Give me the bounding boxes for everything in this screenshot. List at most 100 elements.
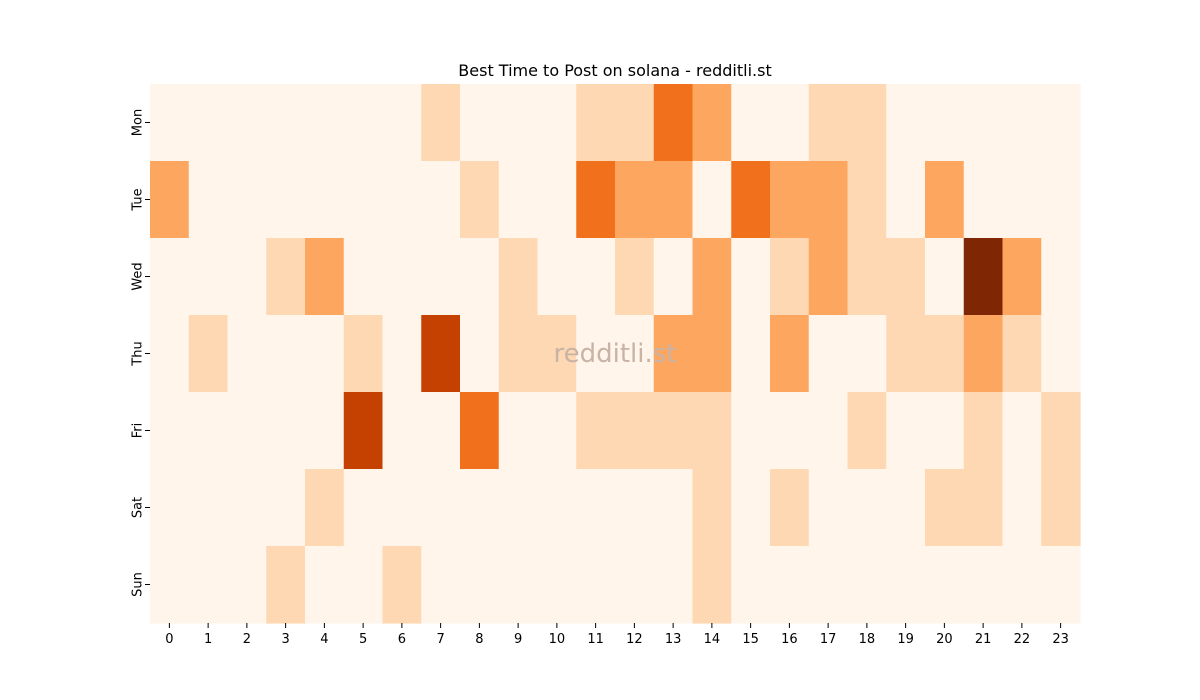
- x-tick-label: 3: [281, 632, 289, 647]
- heatmap-cell: [305, 546, 345, 624]
- heatmap-cell: [1002, 392, 1042, 470]
- x-tick-label: 18: [859, 632, 876, 647]
- x-tick-label: 4: [320, 632, 328, 647]
- heatmap-cell: [343, 161, 384, 239]
- heatmap-cell: [188, 469, 229, 547]
- heatmap-cell: [266, 84, 306, 162]
- heatmap-cell: [731, 161, 771, 239]
- heatmap-cell: [382, 84, 422, 162]
- heatmap-cell: [305, 84, 345, 162]
- heatmap-cell: [925, 161, 965, 239]
- heatmap-cell: [188, 546, 229, 624]
- x-tick-label: 17: [820, 632, 837, 647]
- x-tick-label: 1: [204, 632, 212, 647]
- heatmap-cell: [653, 238, 694, 316]
- heatmap-cell: [227, 315, 267, 393]
- x-axis: 0 1 2 3 4 5 6 7 8 9 10 11 12 13 14 15 16 17 18 19 20 21 22 23: [165, 623, 1069, 647]
- heatmap-cell: [382, 469, 422, 547]
- heatmap-cell: [886, 84, 926, 162]
- heatmap-cell: [963, 392, 1004, 470]
- heatmap-cell: [460, 546, 500, 624]
- heatmap-cell: [1041, 161, 1081, 239]
- heatmap-cell: [576, 469, 616, 547]
- heatmap-cell: [1041, 392, 1081, 470]
- x-tick-label: 11: [587, 632, 604, 647]
- heatmap-cell: [731, 392, 771, 470]
- heatmap-cell: [808, 238, 849, 316]
- heatmap-cell: [266, 392, 306, 470]
- heatmap-cell: [925, 238, 965, 316]
- heatmap-cell: [498, 546, 539, 624]
- x-tick-label: 20: [936, 632, 953, 647]
- y-tick-label: Tue: [131, 188, 146, 211]
- heatmap-cell: [150, 392, 190, 470]
- heatmap-cell: [1041, 546, 1081, 624]
- heatmap-cell: [615, 546, 655, 624]
- heatmap-cell: [343, 84, 384, 162]
- heatmap-cell: [343, 546, 384, 624]
- heatmap-cell: [847, 469, 887, 547]
- heatmap-cell: [925, 84, 965, 162]
- heatmap-cell: [886, 392, 926, 470]
- x-tick-label: 13: [665, 632, 682, 647]
- heatmap-cell: [615, 469, 655, 547]
- x-tick-label: 7: [436, 632, 444, 647]
- heatmap-cell: [576, 84, 616, 162]
- heatmap-cell: [421, 84, 461, 162]
- heatmap-cell: [847, 84, 887, 162]
- y-tick-label: Fri: [131, 423, 146, 439]
- y-tick-label: Wed: [131, 262, 146, 290]
- heatmap-cell: [770, 315, 810, 393]
- heatmap-cell: [1041, 84, 1081, 162]
- heatmap-cell: [886, 546, 926, 624]
- heatmap-cell: [847, 392, 887, 470]
- heatmap-cell: [498, 238, 539, 316]
- heatmap-cell: [227, 84, 267, 162]
- heatmap-cell: [537, 161, 577, 239]
- heatmap-cell: [305, 315, 345, 393]
- heatmap-cell: [847, 315, 887, 393]
- heatmap-cell: [847, 238, 887, 316]
- heatmap-cells: [150, 84, 1081, 624]
- heatmap-cell: [653, 315, 694, 393]
- heatmap-cell: [576, 238, 616, 316]
- heatmap-cell: [266, 546, 306, 624]
- heatmap-cell: [382, 546, 422, 624]
- heatmap-cell: [460, 84, 500, 162]
- heatmap-cell: [1002, 469, 1042, 547]
- heatmap-cell: [421, 392, 461, 470]
- heatmap-cell: [498, 161, 539, 239]
- heatmap-cell: [808, 84, 849, 162]
- heatmap-cell: [227, 161, 267, 239]
- x-tick-label: 5: [359, 632, 367, 647]
- heatmap-cell: [1002, 238, 1042, 316]
- heatmap-cell: [1041, 238, 1081, 316]
- watermark: redditli.st: [554, 339, 677, 369]
- heatmap-cell: [1041, 469, 1081, 547]
- heatmap-cell: [343, 469, 384, 547]
- heatmap-cell: [770, 84, 810, 162]
- heatmap-cell: [808, 315, 849, 393]
- heatmap-cell: [537, 84, 577, 162]
- heatmap-cell: [653, 469, 694, 547]
- x-tick-label: 0: [165, 632, 173, 647]
- heatmap-cell: [305, 392, 345, 470]
- heatmap-cell: [653, 84, 694, 162]
- heatmap-cell: [305, 469, 345, 547]
- heatmap-cell: [615, 161, 655, 239]
- heatmap-cell: [925, 546, 965, 624]
- heatmap-cell: [150, 84, 190, 162]
- heatmap-cell: [1002, 161, 1042, 239]
- heatmap-cell: [963, 238, 1004, 316]
- heatmap-cell: [343, 315, 384, 393]
- heatmap-cell: [576, 392, 616, 470]
- heatmap-cell: [188, 84, 229, 162]
- heatmap-cell: [770, 161, 810, 239]
- heatmap-cell: [382, 238, 422, 316]
- heatmap-cell: [925, 392, 965, 470]
- heatmap-cell: [382, 315, 422, 393]
- heatmap-cell: [227, 469, 267, 547]
- heatmap-cell: [150, 238, 190, 316]
- heatmap-cell: [188, 238, 229, 316]
